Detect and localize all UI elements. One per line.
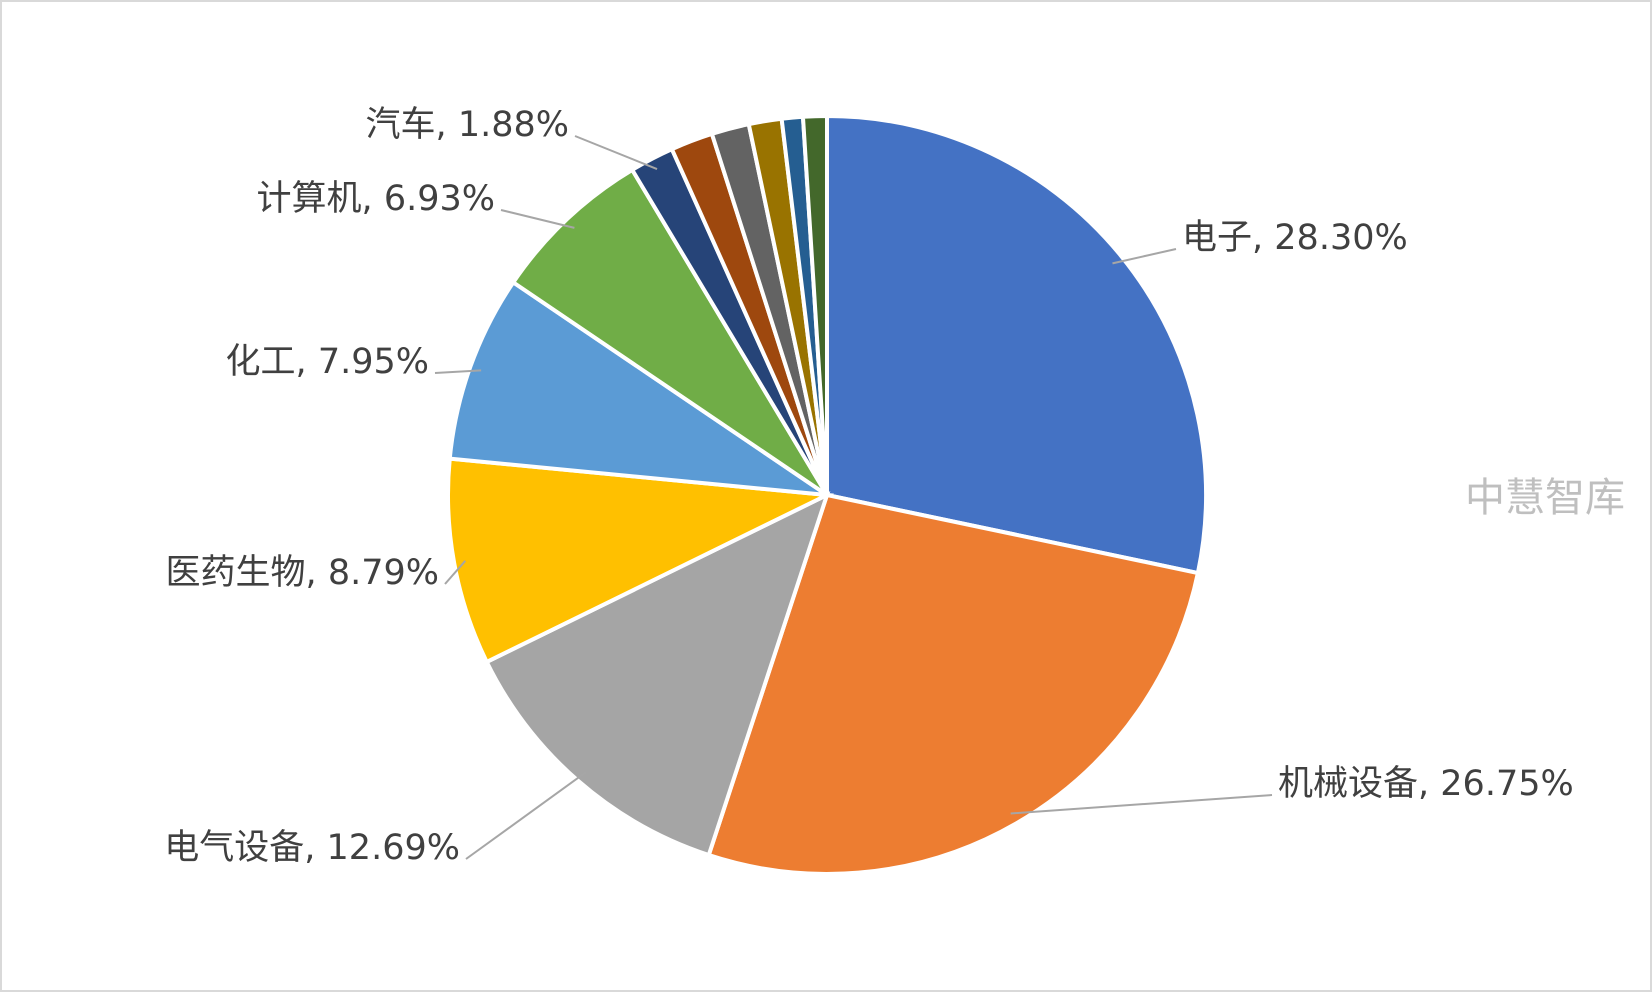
leader-line [500,209,575,229]
pie-slice [510,167,829,497]
data-label: 计算机, 6.93% [257,179,495,219]
leader-line [465,771,587,860]
value-label: 8.79% [328,553,439,593]
value-label: 7.95% [318,342,429,382]
category-label: 电子 [1182,218,1252,258]
leader-line [1112,248,1177,265]
data-label: 医药生物, 8.79% [166,553,439,593]
pie-slice [800,113,829,496]
data-label: 化工, 7.95% [226,342,429,382]
value-label: 26.75% [1440,764,1573,804]
pie-slice [706,492,1201,876]
category-label: 机械设备 [1278,764,1418,804]
data-label: 电子, 28.30% [1182,218,1408,258]
value-label: 28.30% [1274,218,1407,258]
pie-slice [447,279,829,497]
leader-line [444,560,467,585]
value-label: 6.93% [384,179,495,219]
category-label: 计算机 [257,179,362,219]
data-label: 汽车, 1.88% [366,105,569,145]
pie-slice [825,113,1208,576]
data-label: 机械设备, 26.75% [1278,764,1574,804]
pie-slice [446,456,835,665]
category-label: 电气设备 [164,828,304,868]
value-label: 1.88% [458,105,569,145]
value-label: 12.69% [327,828,460,868]
data-label: 电气设备, 12.69% [164,828,460,868]
leader-line [574,135,658,170]
category-label: 医药生物 [166,553,306,593]
category-label: 化工 [226,342,296,382]
leader-line [1010,794,1273,815]
pie-slice [484,491,831,858]
watermark: 中慧智库 [1465,475,1625,521]
category-label: 汽车 [366,105,436,145]
leader-line [434,369,482,374]
